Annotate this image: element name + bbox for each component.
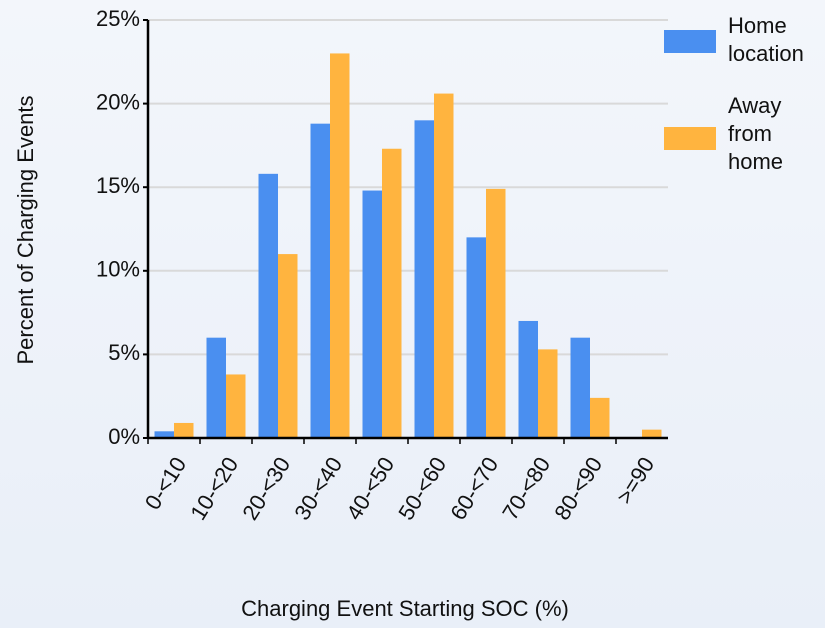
bar: [538, 349, 558, 438]
y-tick-label: 25%: [96, 6, 140, 31]
bar: [154, 431, 174, 438]
x-tick-label: 70-<80: [497, 452, 555, 524]
legend-swatch: [664, 30, 716, 53]
x-axis-title: Charging Event Starting SOC (%): [241, 596, 569, 621]
y-axis-title: Percent of Charging Events: [13, 95, 38, 364]
bar: [486, 188, 506, 438]
y-tick-label: 20%: [96, 89, 140, 114]
bar: [518, 320, 538, 438]
bar: [206, 337, 226, 438]
bar: [466, 237, 486, 438]
y-tick-label: 15%: [96, 173, 140, 198]
x-tick-label: 40-<50: [341, 452, 399, 524]
x-tick-label: 10-<20: [185, 452, 243, 524]
y-tick-label: 10%: [96, 257, 140, 282]
legend-label: Away from home: [728, 93, 784, 174]
x-tick-label: 60-<70: [445, 452, 503, 524]
bar: [590, 397, 610, 438]
y-tick-label: 0%: [108, 424, 140, 449]
y-tick-label: 5%: [108, 340, 140, 365]
bar: [382, 148, 402, 438]
legend-swatch: [664, 127, 716, 150]
bar: [434, 93, 454, 439]
bar: [414, 120, 434, 438]
x-tick-label: 80-<90: [549, 452, 607, 524]
x-tick-label: 50-<60: [393, 452, 451, 524]
legend-label: Home location: [728, 13, 804, 66]
bar: [310, 123, 330, 438]
bar: [362, 190, 382, 438]
bar: [278, 254, 298, 438]
bar: [330, 53, 350, 438]
x-tick-label: 20-<30: [237, 452, 295, 524]
bar: [226, 374, 246, 438]
x-tick-label: 0-<10: [140, 452, 191, 513]
bar: [642, 429, 662, 438]
x-tick-label: >=90: [611, 452, 659, 508]
bar: [258, 173, 278, 438]
bar: [174, 422, 194, 438]
x-tick-label: 30-<40: [289, 452, 347, 524]
bar: [570, 337, 590, 438]
